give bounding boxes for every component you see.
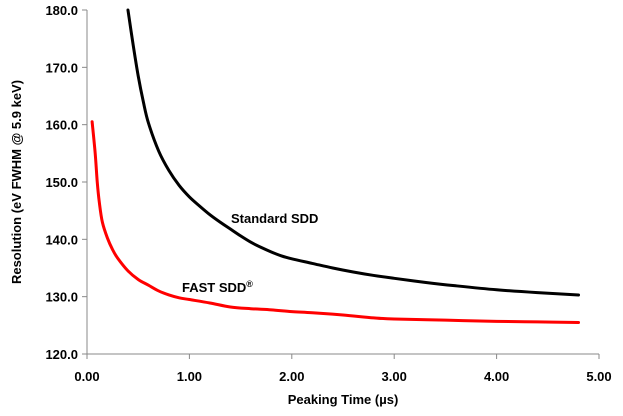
- y-tick-label: 180.0: [45, 3, 78, 18]
- series-label-standard-sdd: Standard SDD: [231, 211, 318, 226]
- y-tick-label: 120.0: [45, 347, 78, 362]
- x-tick-label: 1.00: [177, 369, 202, 384]
- x-tick-label: 2.00: [279, 369, 304, 384]
- y-axis-ticks: 120.0 130.0 140.0 150.0 160.0 170.0 180.0: [45, 3, 87, 362]
- x-tick-label: 5.00: [586, 369, 611, 384]
- series-label-fast-sdd: FAST SDD®: [182, 279, 253, 295]
- series-layer: [90, 8, 581, 324]
- x-axis-title: Peaking Time (µs): [288, 392, 399, 407]
- x-tick-label: 3.00: [382, 369, 407, 384]
- y-axis-title: Resolution (eV FWHM @ 5.9 keV): [9, 80, 24, 284]
- series-line-standard-sdd: [126, 8, 581, 297]
- y-tick-label: 160.0: [45, 118, 78, 133]
- x-tick-label: 4.00: [484, 369, 509, 384]
- y-tick-label: 130.0: [45, 290, 78, 305]
- x-axis-ticks: 0.00 1.00 2.00 3.00 4.00 5.00: [74, 354, 612, 384]
- series-labels: Standard SDD FAST SDD®: [182, 211, 318, 295]
- y-tick-label: 150.0: [45, 175, 78, 190]
- x-tick-label: 0.00: [74, 369, 99, 384]
- y-tick-label: 140.0: [45, 232, 78, 247]
- series-line-fast-sdd: [90, 120, 581, 324]
- y-tick-label: 170.0: [45, 60, 78, 75]
